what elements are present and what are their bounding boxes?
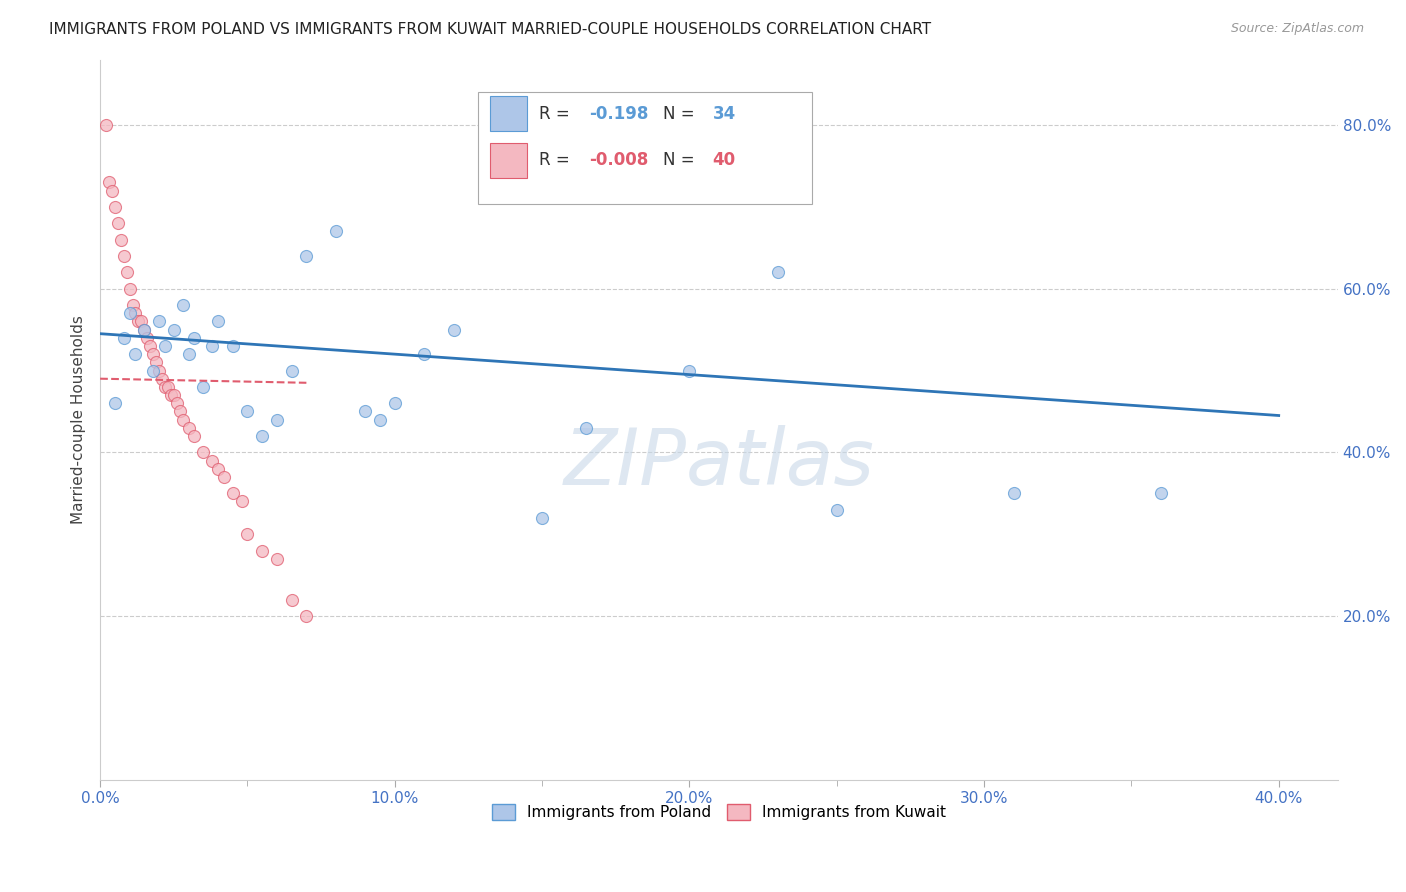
Text: 34: 34 (713, 104, 735, 122)
Point (266, 412, 288, 426)
Point (368, 412, 391, 426)
Point (575, 421, 598, 435)
Legend: Immigrants from Poland, Immigrants from Kuwait: Immigrants from Poland, Immigrants from … (486, 797, 952, 826)
Point (101, 184, 124, 198)
Point (104, 396, 127, 410)
Point (266, 551, 288, 566)
Point (295, 609, 318, 624)
Point (236, 527, 259, 541)
Text: -0.008: -0.008 (589, 152, 648, 169)
Text: R =: R = (540, 152, 575, 169)
Point (250, 543, 273, 558)
FancyBboxPatch shape (489, 143, 527, 178)
FancyBboxPatch shape (489, 96, 527, 131)
Point (145, 355, 167, 369)
Point (295, 249, 318, 263)
Point (183, 429, 205, 443)
Point (163, 388, 186, 402)
Point (139, 339, 162, 353)
Point (193, 445, 215, 459)
Text: IMMIGRANTS FROM POLAND VS IMMIGRANTS FROM KUWAIT MARRIED-COUPLE HOUSEHOLDS CORRE: IMMIGRANTS FROM POLAND VS IMMIGRANTS FRO… (49, 22, 931, 37)
Text: N =: N = (664, 104, 700, 122)
Point (156, 380, 179, 394)
Point (177, 347, 200, 361)
Point (222, 339, 245, 353)
Point (183, 331, 205, 345)
Point (153, 380, 176, 394)
Point (124, 347, 146, 361)
FancyBboxPatch shape (478, 92, 811, 203)
Point (222, 486, 245, 500)
Point (443, 323, 465, 337)
Point (201, 453, 224, 467)
Point (131, 314, 153, 328)
Point (207, 461, 229, 475)
Point (121, 298, 143, 312)
Point (94, 118, 117, 132)
Point (163, 323, 186, 337)
Point (136, 331, 159, 345)
Point (169, 404, 191, 418)
Point (413, 347, 436, 361)
Point (166, 396, 188, 410)
Point (280, 592, 302, 607)
Point (142, 363, 165, 377)
Text: Source: ZipAtlas.com: Source: ZipAtlas.com (1230, 22, 1364, 36)
Text: N =: N = (664, 152, 700, 169)
Point (148, 363, 170, 377)
Text: R =: R = (540, 104, 575, 122)
Point (678, 363, 700, 377)
Point (1002, 486, 1025, 500)
Point (134, 323, 156, 337)
Point (153, 339, 176, 353)
Point (825, 502, 848, 516)
Point (207, 314, 229, 328)
Point (236, 404, 259, 418)
Point (148, 314, 170, 328)
Point (118, 282, 141, 296)
Point (127, 314, 149, 328)
Text: 40: 40 (713, 152, 735, 169)
Point (280, 363, 302, 377)
Point (110, 233, 132, 247)
Y-axis label: Married-couple Households: Married-couple Households (72, 315, 86, 524)
Point (201, 339, 224, 353)
Text: -0.198: -0.198 (589, 104, 648, 122)
Point (1150, 486, 1173, 500)
Point (354, 404, 377, 418)
Point (177, 421, 200, 435)
Point (150, 372, 173, 386)
Point (172, 412, 194, 426)
Point (112, 331, 135, 345)
Point (231, 494, 253, 508)
Point (107, 216, 129, 230)
Point (193, 380, 215, 394)
Point (112, 249, 135, 263)
Point (384, 396, 406, 410)
Point (172, 298, 194, 312)
Point (142, 347, 165, 361)
Point (98, 175, 121, 189)
Point (115, 265, 138, 279)
Point (104, 200, 127, 214)
Point (134, 323, 156, 337)
Point (766, 265, 789, 279)
Point (124, 306, 146, 320)
Point (118, 306, 141, 320)
Point (325, 224, 347, 238)
Point (160, 388, 183, 402)
Point (531, 510, 554, 524)
Point (212, 470, 235, 484)
Text: ZIPatlas: ZIPatlas (564, 425, 875, 500)
Point (250, 429, 273, 443)
